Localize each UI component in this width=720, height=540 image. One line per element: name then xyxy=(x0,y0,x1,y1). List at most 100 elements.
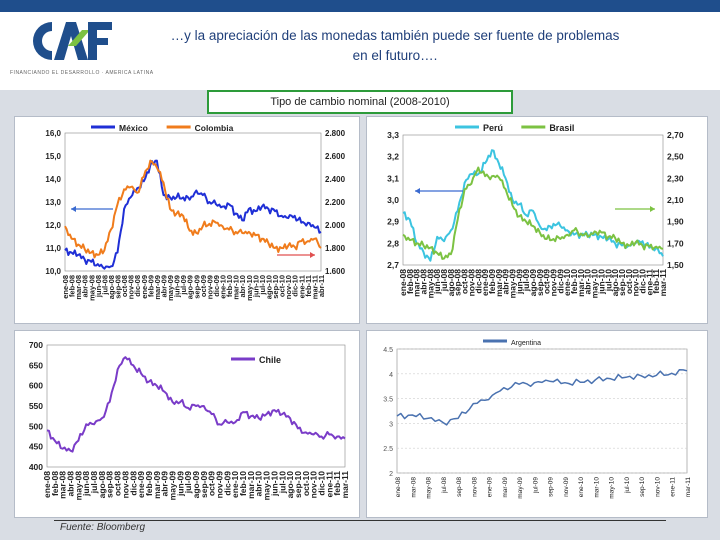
y2-tick-label: 1,50 xyxy=(667,260,684,270)
caf-logo xyxy=(33,22,112,60)
y-tick-label: 650 xyxy=(29,360,43,370)
x-tick-label: dic-10 xyxy=(291,275,300,297)
y-tick-label: 4.5 xyxy=(383,347,393,354)
x-tick-label: ene-10 xyxy=(219,275,228,299)
x-tick-label: may-09 xyxy=(166,275,175,301)
x-tick-label: mar-09 xyxy=(153,275,162,300)
y-tick-label: 3 xyxy=(389,421,393,428)
x-tick-label: abr-11 xyxy=(317,275,326,297)
x-tick-label: feb-09 xyxy=(487,269,497,294)
y-tick-label: 15,0 xyxy=(45,152,61,161)
x-tick-label: jun-08 xyxy=(94,275,103,298)
x-tick-label: jul-08 xyxy=(100,275,109,296)
x-tick-label: sep-09 xyxy=(192,275,201,299)
y-tick-label: 2 xyxy=(389,471,393,478)
x-tick-label: dic-08 xyxy=(133,275,142,297)
x-tick-label: sep-09 xyxy=(199,471,209,498)
x-tick-label: jul-08 xyxy=(439,269,449,292)
x-tick-label: mar-10 xyxy=(593,477,600,498)
x-tick-label: mar-10 xyxy=(576,269,586,297)
y2-tick-label: 2.600 xyxy=(325,152,346,161)
panel-mexico-colombia: 10,0 11,0 12,0 13,0 14,0 15,0 16,0 1.600 1.800 2.… xyxy=(14,116,360,324)
series-line-mexico xyxy=(64,159,322,270)
panel-chile: 400 450 500 550 600 650 700 ene-08 feb-08 mar-08 a… xyxy=(14,330,360,518)
x-tick-label: dic-08 xyxy=(128,471,138,496)
x-tick-label: mar-08 xyxy=(58,471,68,499)
x-tick-label: jul-10 xyxy=(277,471,287,494)
x-tick-label: mar-08 xyxy=(412,269,422,297)
x-tick-label: mar-11 xyxy=(340,471,350,499)
y-tick-label: 11,0 xyxy=(46,244,62,253)
x-tick-label: ene-09 xyxy=(140,275,149,299)
x-tick-label: nov-09 xyxy=(215,471,225,499)
x-tick-label: oct-08 xyxy=(120,275,129,297)
y2-tick-label: 2.000 xyxy=(325,221,346,230)
plot-frame xyxy=(46,344,346,468)
y-tick-label: 400 xyxy=(29,462,43,472)
x-tick-label: abr-10 xyxy=(254,471,264,497)
x-tick-label: jul-10 xyxy=(603,269,613,292)
y2-tick-label: 2,70 xyxy=(667,130,684,140)
y-tick-label: 4 xyxy=(389,372,393,379)
chart-mexico-colombia: 10,0 11,0 12,0 13,0 14,0 15,0 16,0 1.600 1.800 2.… xyxy=(45,123,346,301)
x-tick-label: may-10 xyxy=(245,275,254,301)
x-tick-label: dic-09 xyxy=(222,471,232,496)
x-tick-label: may-09 xyxy=(167,471,177,501)
x-tick-label: jul-09 xyxy=(532,477,539,494)
x-tick-label: ene-11 xyxy=(297,275,306,298)
x-tick-label: oct-09 xyxy=(542,269,552,294)
x-tick-label: may-08 xyxy=(426,477,433,499)
legend-label-argentina: Argentina xyxy=(511,340,541,347)
x-tick-label: sep-10 xyxy=(617,269,627,296)
x-tick-label: feb-10 xyxy=(225,275,234,297)
arrow-mexico-head xyxy=(71,206,76,212)
x-tick-label: dic-10 xyxy=(316,471,326,496)
chart-subtitle: Tipo de cambio nominal (2008-2010) xyxy=(207,90,513,114)
x-tick-label: nov-10 xyxy=(631,269,641,297)
x-tick-label: ago-09 xyxy=(186,275,195,299)
y-tick-label: 3,0 xyxy=(387,195,399,205)
legend-label-mexico: México xyxy=(119,123,148,133)
y2-tick-label: 2,50 xyxy=(667,152,684,162)
x-tick-label: nov-09 xyxy=(549,269,559,297)
x-tick-label: nov-10 xyxy=(654,477,661,497)
x-tick-label: dic-09 xyxy=(555,269,565,294)
x-tick-label: jun-10 xyxy=(269,471,279,497)
x-tick-label: sep-10 xyxy=(293,471,303,498)
x-tick-label: dic-10 xyxy=(637,269,647,294)
chart-peru-brasil: 2,7 2,8 2,9 3,0 3,1 3,2 3,3 1,50 1,70 1,90 2,10 2,3… xyxy=(387,123,684,299)
y2-tick-label: 1.800 xyxy=(325,244,346,253)
y2-tick-label: 2,10 xyxy=(667,195,684,205)
x-tick-label: nov-08 xyxy=(466,269,476,297)
x-tick-label: feb-09 xyxy=(144,471,154,496)
x-tick-label: feb-11 xyxy=(304,275,313,297)
y2-tick-label: 1,70 xyxy=(667,238,684,248)
x-tick-label: feb-11 xyxy=(651,269,661,294)
y-tick-label: 3.5 xyxy=(383,397,393,404)
x-tick-label: ene-11 xyxy=(324,471,334,498)
y-tick-label: 2.5 xyxy=(383,446,393,453)
arrow-colombia-head xyxy=(310,252,315,258)
x-tick-label: ene-08 xyxy=(395,477,402,498)
y-tick-label: 3,1 xyxy=(387,173,399,183)
x-tick-label: mar-10 xyxy=(246,471,256,499)
x-tick-label: oct-09 xyxy=(207,471,217,496)
x-tick-label: may-08 xyxy=(425,269,435,299)
x-tick-label: mar-11 xyxy=(310,275,319,299)
x-tick-label: jun-09 xyxy=(514,269,524,295)
x-tick-label: may-09 xyxy=(507,269,517,299)
slide-title: …y la apreciación de las monedas también… xyxy=(115,26,675,66)
arrow-brasil-head xyxy=(650,206,655,212)
x-tick-label: abr-09 xyxy=(159,275,168,298)
y-tick-label: 16,0 xyxy=(45,129,61,138)
x-tick-label: ago-08 xyxy=(97,471,107,499)
y-tick-label: 500 xyxy=(29,421,43,431)
x-tick-label: feb-10 xyxy=(569,269,579,294)
x-tick-label: ago-08 xyxy=(446,269,456,297)
x-tick-label: may-09 xyxy=(517,477,524,499)
x-tick-label: feb-08 xyxy=(50,471,60,496)
x-tick-label: abr-09 xyxy=(501,269,511,295)
source-divider xyxy=(54,520,666,521)
x-tick-label: may-08 xyxy=(73,471,83,501)
y-tick-label: 2,9 xyxy=(387,217,399,227)
